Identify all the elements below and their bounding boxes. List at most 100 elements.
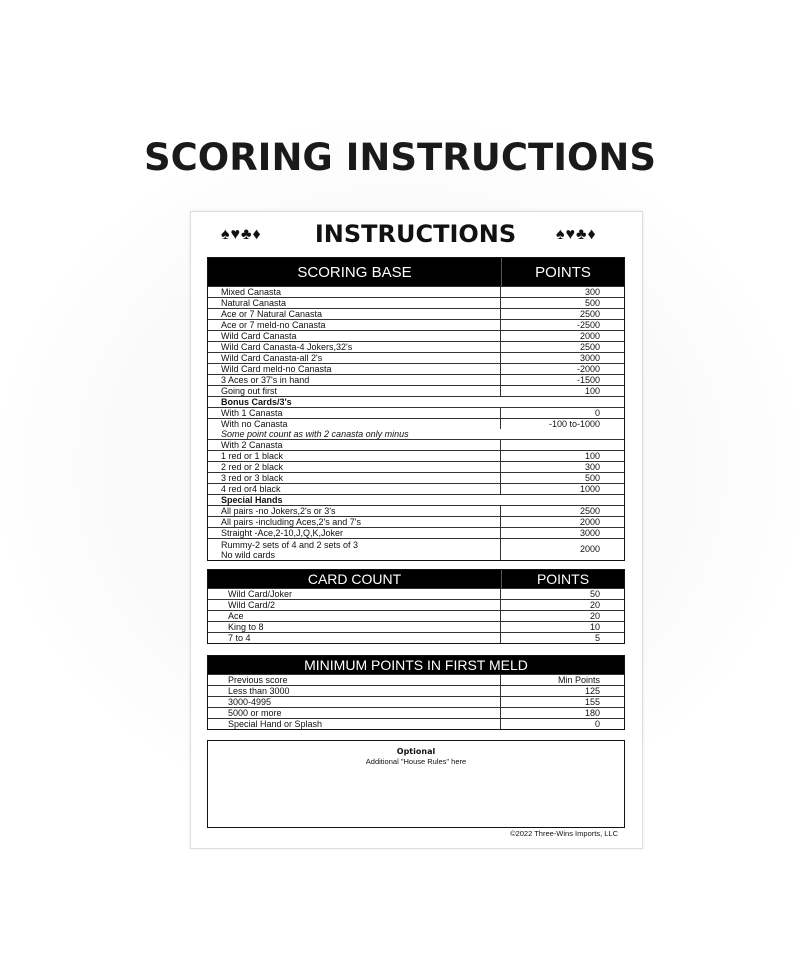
row-value: 20 [589, 611, 600, 621]
row-label: Less than 3000 [208, 686, 501, 696]
row-value: 2000 [579, 544, 600, 554]
row-label: With 1 Canasta [208, 408, 501, 418]
row-label: 3 red or 3 black [208, 473, 501, 483]
copyright: ©2022 Three-Wins Imports, LLC [510, 829, 618, 838]
row-label: Wild Card Canasta-4 Jokers,32's [208, 342, 501, 352]
row-value: 100 [584, 386, 600, 396]
row-label: Wild Card/2 [208, 600, 501, 610]
header-card-count: CARD COUNT [208, 570, 502, 588]
row-value: -100 to-1000 [548, 419, 600, 429]
row-label: Natural Canasta [208, 298, 501, 308]
table-row: Wild Card Canasta 2000 [208, 330, 624, 341]
row-value: 300 [584, 287, 600, 297]
table-row: Wild Card meld-no Canasta -2000 [208, 363, 624, 374]
row-value: -1500 [576, 375, 600, 385]
note-row: Some point count as with 2 canasta only … [208, 429, 624, 439]
table-row: Straight -Ace,2-10,J,Q,K,Joker 3000 [208, 527, 624, 538]
row-label-line: Rummy-2 sets of 4 and 2 sets of 3 [221, 540, 359, 550]
row-value: 0 [594, 408, 600, 418]
table-row: Ace or 7 meld-no Canasta -2500 [208, 319, 624, 330]
table-row: 3 Aces or 37's in hand -1500 [208, 374, 624, 385]
row-label-line: No wild cards [221, 550, 276, 560]
row-value: 10 [589, 622, 600, 632]
row-label: Straight -Ace,2-10,J,Q,K,Joker [208, 528, 501, 538]
row-label: King to 8 [208, 622, 501, 632]
card-count-table: CARD COUNT POINTS Wild Card/Joker 50 Wild … [207, 569, 625, 644]
row-value: 100 [584, 451, 600, 461]
row-label: Special Hands [221, 495, 283, 505]
table-row: Ace 20 [208, 610, 624, 621]
row-label: 5000 or more [208, 708, 501, 718]
header-points: POINTS [536, 571, 590, 587]
table-row: Previous score Min Points [208, 674, 624, 685]
table-row: All pairs -including Aces,2's and 7's 200… [208, 516, 624, 527]
header-points: POINTS [535, 264, 591, 281]
page-title: SCORING INSTRUCTIONS [143, 136, 657, 179]
row-label: Going out first [208, 386, 501, 396]
row-label: 3 Aces or 37's in hand [208, 375, 501, 385]
row-label: Wild Card meld-no Canasta [208, 364, 501, 374]
table-row: All pairs -no Jokers,2's or 3's 2500 [208, 505, 624, 516]
table-row: With no Canasta -100 to-1000 [208, 418, 624, 429]
row-value: 500 [584, 473, 600, 483]
row-label: 1 red or 1 black [208, 451, 501, 461]
table-header: MINIMUM POINTS IN FIRST MELD [208, 656, 624, 674]
table-row: 1 red or 1 black 100 [208, 450, 624, 461]
header-minimum-meld: MINIMUM POINTS IN FIRST MELD [304, 657, 528, 673]
card-count-rows: Wild Card/Joker 50 Wild Card/2 20 Ace 20 King … [208, 588, 624, 643]
section-header: Special Hands [208, 494, 624, 505]
row-label: 7 to 4 [208, 633, 501, 643]
table-row: 7 to 4 5 [208, 632, 624, 643]
table-row: Going out first 100 [208, 385, 624, 396]
table-row: 2 red or 2 black 300 [208, 461, 624, 472]
section-header: Bonus Cards/3's [208, 396, 624, 407]
table-header: CARD COUNT POINTS [208, 570, 624, 588]
optional-title: Optional [396, 747, 436, 756]
row-value: 5 [594, 633, 600, 643]
row-label: With 2 Canasta [208, 440, 501, 450]
table-row: Wild Card Canasta-4 Jokers,32's 2500 [208, 341, 624, 352]
row-value: 1000 [579, 484, 600, 494]
row-label: Bonus Cards/3's [221, 397, 292, 407]
table-row: Mixed Canasta 300 [208, 286, 624, 297]
optional-house-rules-box: Optional Additional "House Rules" here [207, 740, 625, 828]
minimum-meld-rows: Previous score Min Points Less than 3000 12… [208, 674, 624, 729]
row-label: Wild Card/Joker [208, 589, 501, 599]
row-label: Ace or 7 meld-no Canasta [208, 320, 501, 330]
row-value: 180 [584, 708, 600, 718]
table-row: King to 8 10 [208, 621, 624, 632]
row-value: 155 [584, 697, 600, 707]
row-value [501, 440, 624, 450]
row-label: Some point count as with 2 canasta only … [221, 429, 409, 439]
row-value: 500 [584, 298, 600, 308]
row-value: 50 [589, 589, 600, 599]
row-value: 0 [594, 719, 600, 729]
table-row: Special Hand or Splash 0 [208, 718, 624, 729]
row-value: Min Points [557, 675, 600, 685]
table-row: 5000 or more 180 [208, 707, 624, 718]
row-label: 2 red or 2 black [208, 462, 501, 472]
row-label: Ace [208, 611, 501, 621]
card-suits-icon: ♠♥♣♦ [221, 226, 262, 243]
row-value: 20 [589, 600, 600, 610]
row-value: 125 [584, 686, 600, 696]
table-row: 4 red or4 black 1000 [208, 483, 624, 494]
row-label: Wild Card Canasta [208, 331, 501, 341]
row-label: 3000-4995 [208, 697, 501, 707]
row-label: Mixed Canasta [208, 287, 501, 297]
table-row: 3000-4995 155 [208, 696, 624, 707]
row-label: 4 red or4 black [208, 484, 501, 494]
table-row: Wild Card/2 20 [208, 599, 624, 610]
table-header: SCORING BASE POINTS [208, 258, 624, 286]
table-row: Ace or 7 Natural Canasta 2500 [208, 308, 624, 319]
table-row: With 2 Canasta [208, 439, 624, 450]
card-suits-icon: ♠♥♣♦ [556, 226, 597, 243]
row-label: Ace or 7 Natural Canasta [208, 309, 501, 319]
card-title: INSTRUCTIONS [314, 220, 517, 248]
row-value: 300 [584, 462, 600, 472]
row-value: 2000 [579, 517, 600, 527]
scoring-base-table: SCORING BASE POINTS Mixed Canasta 300 Natu… [207, 257, 625, 561]
row-value: 2500 [579, 506, 600, 516]
row-value: 2500 [579, 342, 600, 352]
row-label: With no Canasta [208, 419, 501, 429]
